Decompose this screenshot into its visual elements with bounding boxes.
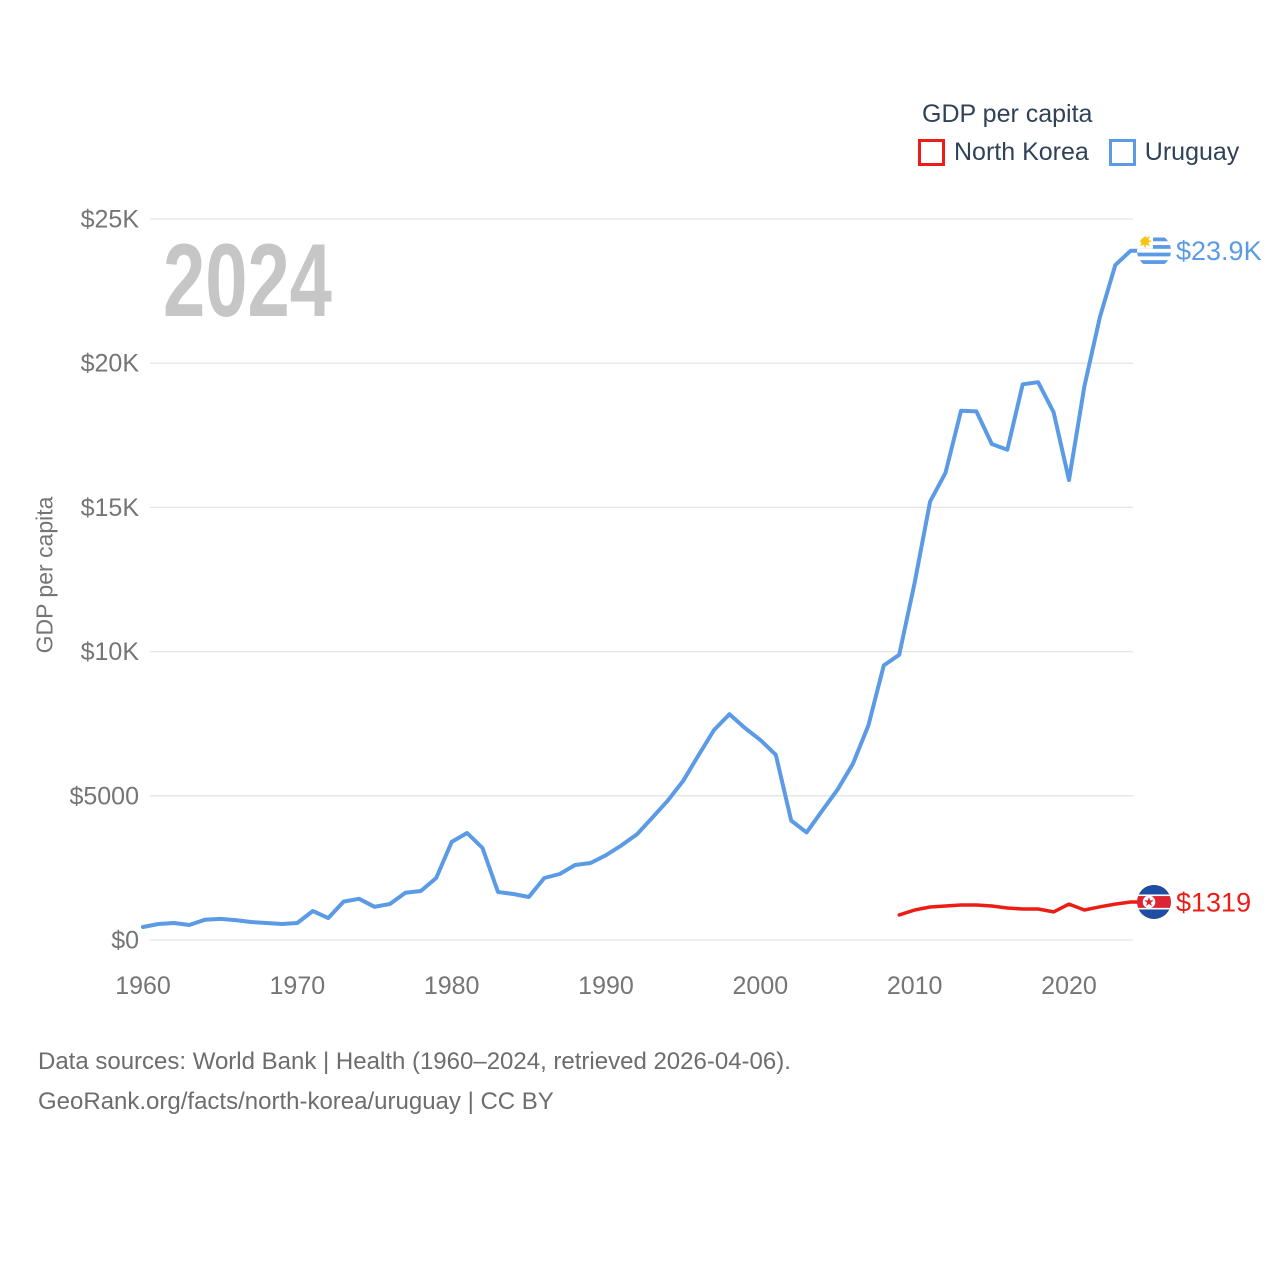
uruguay-value-label: $23.9K: [1176, 236, 1262, 266]
x-tick-label: 1970: [270, 972, 326, 1000]
gdp-line-chart: $0 $5000 $10K $15K $20K $25K 1960 1970 1980 1990 2…: [69, 206, 1262, 1001]
x-tick-label: 1980: [424, 972, 480, 1000]
year-watermark: 2024: [163, 223, 332, 339]
attribution-line: GeoRank.org/facts/north-korea/uruguay | …: [38, 1088, 554, 1115]
legend-title: GDP per capita: [922, 100, 1093, 128]
x-tick-label: 2000: [733, 972, 789, 1000]
legend-item-uruguay[interactable]: Uruguay: [1108, 138, 1240, 167]
x-tick-label: 1990: [578, 972, 634, 1000]
y-axis-title: GDP per capita: [31, 496, 58, 654]
uruguay-line[interactable]: [141, 248, 1156, 929]
x-tick-label: 1960: [115, 972, 171, 1000]
y-tick-label: $25K: [81, 206, 140, 234]
uruguay-swatch-icon: [1108, 139, 1136, 166]
north-korea-line[interactable]: [897, 900, 1156, 917]
legend-item-north-korea[interactable]: North Korea: [918, 138, 1089, 167]
y-tick-label: $0: [111, 927, 139, 955]
y-tick-label: $20K: [81, 350, 140, 378]
footer: Data sources: World Bank | Health (1960–…: [38, 1042, 791, 1122]
chart-legend: GDP per capita North Korea Uruguay: [918, 100, 1239, 167]
y-tick-label: $5000: [69, 782, 139, 810]
legend-label-uruguay: Uruguay: [1144, 138, 1240, 166]
uruguay-flag-icon: [1137, 233, 1171, 268]
north-korea-swatch-icon: [918, 139, 945, 166]
north-korea-flag-icon: [1137, 884, 1171, 919]
y-tick-label: $15K: [81, 494, 140, 522]
north-korea-value-label: $1319: [1176, 887, 1251, 917]
x-tick-label: 2010: [887, 972, 943, 1000]
x-tick-label: 2020: [1041, 972, 1097, 1000]
legend-row: North Korea Uruguay: [918, 138, 1239, 167]
y-tick-label: $10K: [81, 638, 140, 666]
legend-label-north-korea: North Korea: [954, 138, 1089, 166]
data-sources-line: Data sources: World Bank | Health (1960–…: [38, 1048, 791, 1075]
